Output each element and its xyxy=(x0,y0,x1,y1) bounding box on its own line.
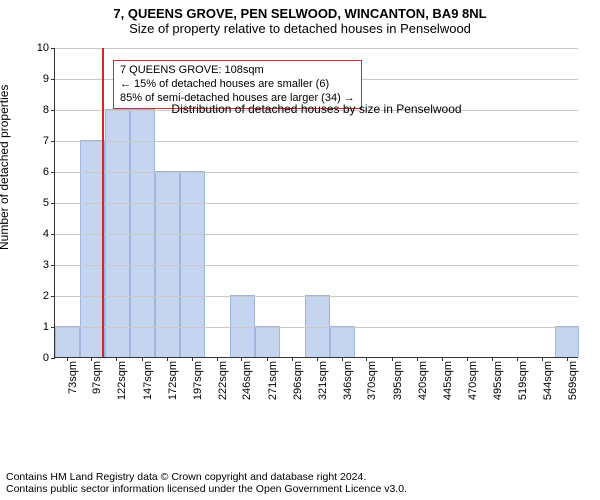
histogram-bar xyxy=(330,326,355,357)
y-tick-label: 1 xyxy=(43,321,55,333)
histogram-bar xyxy=(55,326,80,357)
x-tick-label: 222sqm xyxy=(217,361,229,400)
x-tick-label: 495sqm xyxy=(492,361,504,400)
histogram-bar xyxy=(305,295,330,357)
footer-line-1: Contains HM Land Registry data © Crown c… xyxy=(6,471,407,484)
gridline xyxy=(55,296,578,297)
histogram-bar xyxy=(130,109,155,357)
page-title: 7, QUEENS GROVE, PEN SELWOOD, WINCANTON,… xyxy=(0,0,600,21)
y-tick-label: 4 xyxy=(43,228,55,240)
x-tick-label: 271sqm xyxy=(267,361,279,400)
annotation-line: ← 15% of detached houses are smaller (6) xyxy=(120,78,355,92)
y-tick-label: 0 xyxy=(43,352,55,364)
x-tick-label: 97sqm xyxy=(91,361,103,394)
gridline xyxy=(55,265,578,266)
y-axis-label: Number of detached properties xyxy=(0,85,11,250)
y-tick-label: 5 xyxy=(43,197,55,209)
chart-container: Number of detached properties 0123456789… xyxy=(0,40,600,460)
x-tick-label: 147sqm xyxy=(142,361,154,400)
gridline xyxy=(55,141,578,142)
y-tick-label: 6 xyxy=(43,166,55,178)
y-tick-label: 10 xyxy=(37,42,55,54)
x-tick-label: 420sqm xyxy=(417,361,429,400)
histogram-bar xyxy=(255,326,280,357)
x-tick-label: 321sqm xyxy=(317,361,329,400)
x-tick-label: 544sqm xyxy=(542,361,554,400)
histogram-bar xyxy=(105,109,130,357)
footer: Contains HM Land Registry data © Crown c… xyxy=(6,471,407,496)
histogram-bar xyxy=(230,295,255,357)
x-tick-label: 346sqm xyxy=(342,361,354,400)
y-tick-label: 2 xyxy=(43,290,55,302)
x-tick-label: 395sqm xyxy=(392,361,404,400)
y-tick-label: 9 xyxy=(43,73,55,85)
gridline xyxy=(55,234,578,235)
histogram-bar xyxy=(180,171,205,357)
x-tick-label: 470sqm xyxy=(467,361,479,400)
annotation-line: 7 QUEENS GROVE: 108sqm xyxy=(120,64,355,78)
x-tick-label: 172sqm xyxy=(167,361,179,400)
x-tick-label: 197sqm xyxy=(192,361,204,400)
histogram-bar xyxy=(555,326,579,357)
histogram-bar xyxy=(155,171,180,357)
y-tick-label: 8 xyxy=(43,104,55,116)
gridline xyxy=(55,327,578,328)
x-tick-label: 296sqm xyxy=(292,361,304,400)
x-tick-label: 246sqm xyxy=(241,361,253,400)
gridline xyxy=(55,172,578,173)
plot-area: 012345678910 7 QUEENS GROVE: 108sqm← 15%… xyxy=(54,48,578,358)
x-tick-label: 73sqm xyxy=(67,361,79,394)
y-tick-label: 3 xyxy=(43,259,55,271)
x-axis-label: Distribution of detached houses by size … xyxy=(55,102,578,116)
y-tick-label: 7 xyxy=(43,135,55,147)
x-tick-label: 370sqm xyxy=(366,361,378,400)
x-tick-label: 519sqm xyxy=(517,361,529,400)
x-tick-label: 122sqm xyxy=(116,361,128,400)
footer-line-2: Contains public sector information licen… xyxy=(6,483,407,496)
gridline xyxy=(55,48,578,49)
page-subtitle: Size of property relative to detached ho… xyxy=(0,21,600,36)
x-tick-label: 445sqm xyxy=(442,361,454,400)
x-tick-label: 569sqm xyxy=(567,361,579,400)
gridline xyxy=(55,203,578,204)
marker-line xyxy=(102,48,104,357)
